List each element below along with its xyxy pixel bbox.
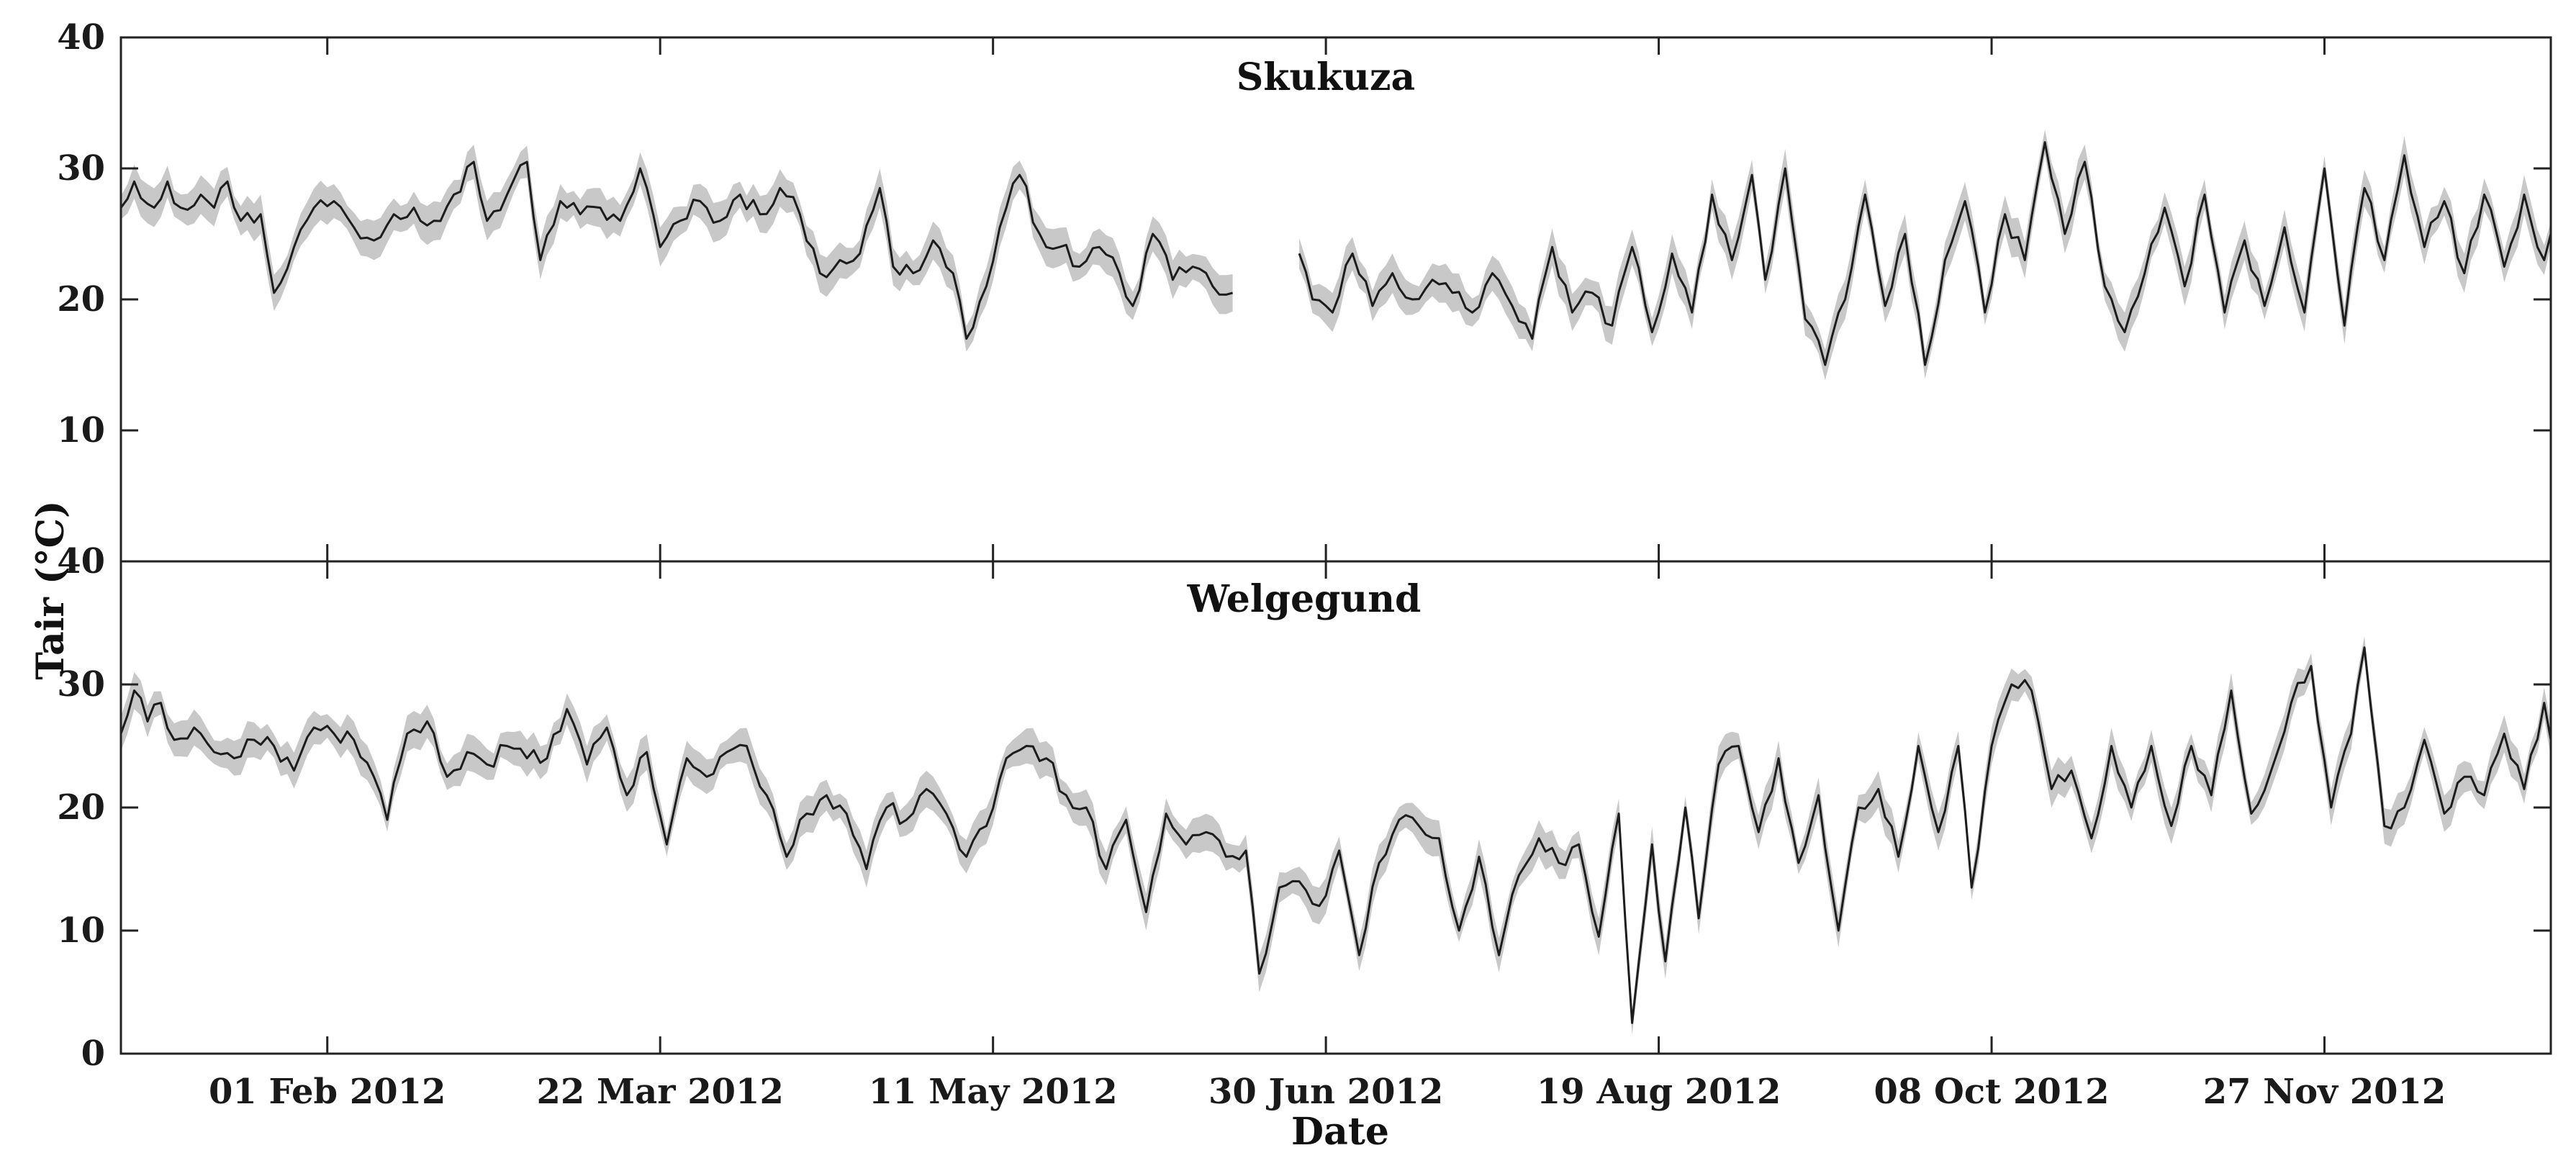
x-tick-label: 30 Jun 2012 (1208, 1072, 1443, 1112)
x-tick-label: 22 Mar 2012 (537, 1072, 784, 1112)
welgegund-tair-line (119, 646, 2552, 1024)
welgegund-plot-frame (119, 560, 2552, 1055)
y-tick-label: 20 (57, 787, 105, 828)
x-tick-label: 19 Aug 2012 (1537, 1072, 1781, 1112)
x-tick-labels: 01 Feb 2012 22 Mar 2012 11 May 2012 30 Jun … (209, 1072, 2446, 1112)
y-tick-label: 40 (57, 17, 105, 58)
skukuza-x-ticks (326, 37, 2326, 561)
x-tick-label: 01 Feb 2012 (209, 1072, 446, 1112)
welgegund-y-ticks: 0 10 20 30 40 (57, 541, 2551, 1074)
x-tick-label: 27 Nov 2012 (2203, 1072, 2446, 1112)
skukuza-tair-line (119, 141, 2552, 366)
panel-title-skukuza: Skukuza (1237, 55, 1415, 99)
y-axis-title: Tair (°C) (29, 500, 73, 679)
y-tick-label: 10 (57, 910, 105, 951)
x-axis-title: Date (1291, 1110, 1389, 1154)
x-tick-label: 08 Oct 2012 (1874, 1072, 2110, 1112)
skukuza-y-ticks: 10 20 30 40 (57, 17, 2551, 451)
y-tick-label: 30 (57, 148, 105, 189)
y-tick-label: 0 (81, 1033, 105, 1074)
welgegund-uncertainty-band (121, 636, 2551, 1036)
y-tick-label: 40 (57, 541, 105, 582)
y-tick-label: 30 (57, 664, 105, 705)
panel-welgegund: 0 10 20 30 40 Welgegund (57, 541, 2552, 1074)
y-tick-label: 20 (57, 279, 105, 320)
skukuza-uncertainty-band (121, 130, 2551, 381)
y-tick-label: 10 (57, 410, 105, 451)
x-tick-label: 11 May 2012 (869, 1072, 1118, 1112)
panel-skukuza: 10 20 30 40 Skukuza (57, 17, 2552, 563)
welgegund-x-ticks (326, 561, 2326, 1054)
panel-title-welgegund: Welgegund (1187, 577, 1422, 621)
